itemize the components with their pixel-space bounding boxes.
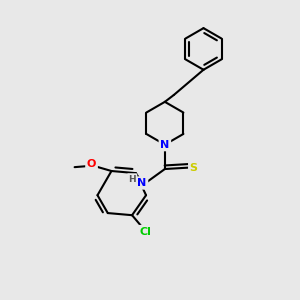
Text: Cl: Cl <box>140 226 152 236</box>
Text: S: S <box>190 163 198 172</box>
Text: N: N <box>160 140 170 150</box>
Text: N: N <box>137 178 147 188</box>
Text: H: H <box>128 175 136 184</box>
Text: O: O <box>87 159 96 169</box>
